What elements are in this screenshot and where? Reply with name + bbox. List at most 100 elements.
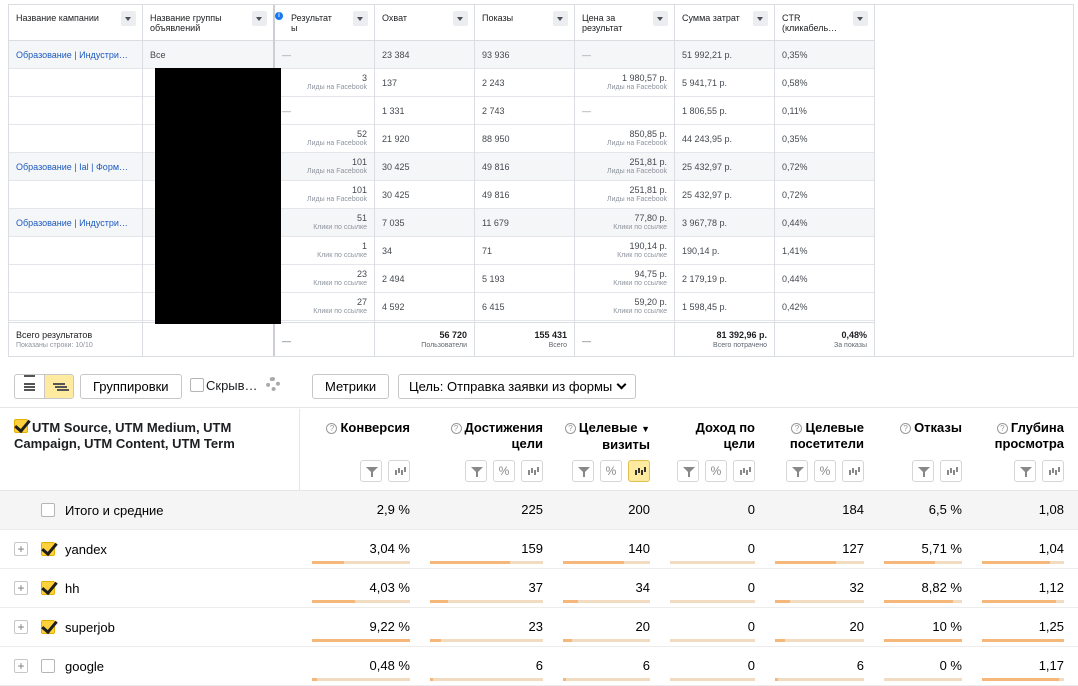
- gear-icon[interactable]: [266, 377, 280, 391]
- filter-icon[interactable]: [786, 460, 808, 482]
- metric-column-header[interactable]: ? Конверсия: [300, 409, 418, 491]
- fb-column-header[interactable]: i Результат ы: [275, 5, 374, 41]
- goal-select-label: Цель: Отправка заявки из формы: [409, 379, 613, 394]
- total-value: 56 720 Пользователи: [421, 330, 467, 349]
- cell-number: 251,81 р.: [629, 157, 667, 167]
- help-icon[interactable]: ?: [900, 423, 912, 434]
- column-menu-icon[interactable]: [653, 11, 668, 26]
- column-menu-icon[interactable]: [553, 11, 568, 26]
- table-row: Образование | Индустри…: [9, 209, 142, 237]
- metric-value: 1,04: [1038, 541, 1064, 556]
- metric-value: 0: [747, 658, 755, 673]
- fb-column-header[interactable]: Название группы объявлений: [143, 5, 273, 41]
- metric-column-header[interactable]: Доход по цели: [658, 409, 763, 491]
- cell-number: 101: [351, 157, 367, 167]
- campaign-link[interactable]: Образование | Индустри…: [16, 218, 128, 228]
- bar-chart-icon[interactable]: [388, 460, 410, 482]
- fb-column-header[interactable]: Название кампании: [9, 5, 142, 41]
- bar-chart-icon[interactable]: [940, 460, 962, 482]
- filter-icon[interactable]: [465, 460, 487, 482]
- totals-row: [143, 322, 273, 356]
- hide-checkbox[interactable]: [190, 378, 204, 392]
- row-checkbox[interactable]: [41, 659, 55, 673]
- table-row: —: [275, 41, 374, 69]
- campaign-link[interactable]: Образование | Индустри…: [16, 50, 128, 60]
- table-row[interactable]: + superjob 9,22 % 23 20 0 20 10 % 1,25: [0, 608, 1078, 647]
- expand-icon[interactable]: +: [14, 659, 28, 673]
- help-icon[interactable]: ?: [996, 423, 1008, 434]
- fb-column-header[interactable]: Охват: [375, 5, 474, 41]
- metric-bar: [563, 678, 650, 681]
- sort-desc-icon[interactable]: ▼: [641, 424, 650, 434]
- filter-icon[interactable]: [677, 460, 699, 482]
- groupings-button[interactable]: Группировки: [80, 374, 182, 399]
- fb-column-header[interactable]: Показы: [475, 5, 574, 41]
- goal-select[interactable]: Цель: Отправка заявки из формы: [398, 374, 637, 399]
- percent-icon[interactable]: [493, 460, 515, 482]
- expand-icon[interactable]: +: [14, 542, 28, 556]
- column-menu-icon[interactable]: [252, 11, 267, 26]
- table-row[interactable]: + yandex 3,04 % 159 140 0 127 5,71 % 1,04: [0, 530, 1078, 569]
- cell-value: 0,44%: [782, 218, 808, 228]
- column-menu-icon[interactable]: [353, 11, 368, 26]
- metric-value: 37: [528, 580, 543, 595]
- campaign-link[interactable]: Образование | Ial | Форм…: [16, 162, 129, 172]
- metric-column-header[interactable]: ? Целевые ▼ визиты: [551, 409, 658, 491]
- row-checkbox[interactable]: [41, 503, 55, 517]
- column-menu-icon[interactable]: [453, 11, 468, 26]
- help-icon[interactable]: ?: [564, 423, 576, 434]
- row-checkbox[interactable]: [41, 542, 55, 556]
- table-row[interactable]: + google 0,48 % 6 6 0 6 0 % 1,17: [0, 647, 1078, 686]
- metric-bar: [775, 600, 864, 603]
- metrics-button[interactable]: Метрики: [312, 374, 390, 399]
- table-row[interactable]: + hh 4,03 % 37 34 0 32 8,82 % 1,12: [0, 569, 1078, 608]
- totals-row[interactable]: Итого и средние 2,9 % 225 200 0 184 6,5 % 1,08: [0, 491, 1078, 530]
- fb-column-4: Показы 93 936 2 243 2 743 88 950 49 816 49 816…: [475, 5, 575, 356]
- metric-value: 32: [849, 580, 864, 595]
- row-checkbox[interactable]: [41, 620, 55, 634]
- metric-value: 200: [628, 502, 650, 517]
- dimension-label: UTM Source, UTM Medium, UTM Campaign, UT…: [14, 420, 235, 451]
- bar-chart-icon[interactable]: [521, 460, 543, 482]
- table-row: 0,35%: [775, 125, 874, 153]
- dimension-checkbox[interactable]: [14, 419, 28, 433]
- metric-column-header[interactable]: ? Достижения цели: [418, 409, 551, 491]
- metric-column-header[interactable]: ? Глубина просмотра: [970, 409, 1072, 491]
- row-checkbox[interactable]: [41, 581, 55, 595]
- hide-toggle[interactable]: Скрыв…: [190, 378, 258, 393]
- filter-icon[interactable]: [360, 460, 382, 482]
- column-menu-icon[interactable]: [853, 11, 868, 26]
- help-icon[interactable]: ?: [791, 423, 803, 434]
- column-menu-icon[interactable]: [121, 11, 136, 26]
- row-label: google: [65, 659, 105, 674]
- filter-icon[interactable]: [912, 460, 934, 482]
- filter-icon[interactable]: [1014, 460, 1036, 482]
- list-view-icon[interactable]: [15, 375, 44, 398]
- help-icon[interactable]: ?: [450, 423, 462, 434]
- bar-chart-icon[interactable]: [733, 460, 755, 482]
- fb-column-header[interactable]: Цена за результат: [575, 5, 674, 41]
- metric-column-header[interactable]: ? Целевые посетители: [763, 409, 872, 491]
- column-menu-icon[interactable]: [753, 11, 768, 26]
- metric-value: 0: [747, 580, 755, 595]
- tree-view-icon[interactable]: [44, 375, 73, 398]
- percent-icon[interactable]: [600, 460, 622, 482]
- help-icon[interactable]: ?: [326, 423, 338, 434]
- percent-icon[interactable]: [705, 460, 727, 482]
- table-row: [9, 293, 142, 321]
- metric-bar: [982, 639, 1064, 642]
- bar-chart-icon[interactable]: [628, 460, 650, 482]
- filter-icon[interactable]: [572, 460, 594, 482]
- table-row: 101 Лиды на Facebook: [275, 153, 374, 181]
- bar-chart-icon[interactable]: [842, 460, 864, 482]
- expand-icon[interactable]: +: [14, 620, 28, 634]
- expand-icon[interactable]: +: [14, 581, 28, 595]
- column-tools: [465, 460, 543, 482]
- percent-icon[interactable]: [814, 460, 836, 482]
- bar-chart-icon[interactable]: [1042, 460, 1064, 482]
- metric-column-header[interactable]: ? Отказы: [872, 409, 970, 491]
- fb-column-header[interactable]: Сумма затрат: [675, 5, 774, 41]
- fb-column-header[interactable]: CTR (кликабель…: [775, 5, 874, 41]
- cell-subtitle: Клики по ссылке: [613, 224, 667, 231]
- metric-bar: [670, 678, 755, 681]
